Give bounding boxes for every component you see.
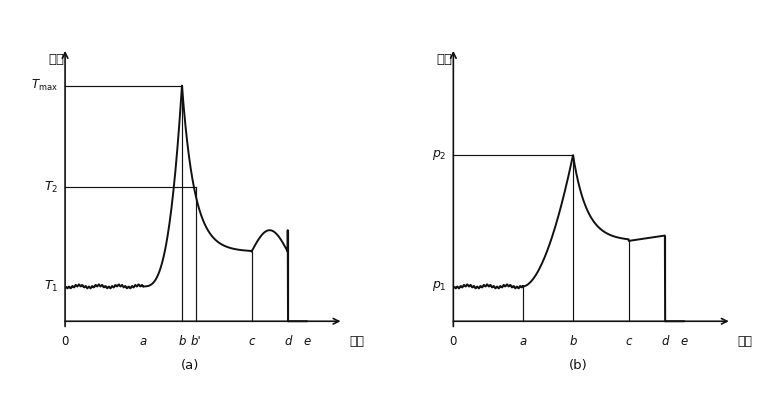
Text: a: a [139,335,147,348]
Text: c: c [249,335,255,348]
Text: 扭矩: 扭矩 [49,54,65,66]
Text: a: a [519,335,527,348]
Text: $p_2$: $p_2$ [432,148,446,162]
Text: $T_1$: $T_1$ [44,279,58,294]
Text: 力値: 力値 [437,54,453,66]
Text: b: b [178,335,185,348]
Text: d: d [661,335,669,348]
Text: $T_2$: $T_2$ [44,180,58,195]
Text: c: c [625,335,632,348]
Text: b: b [569,335,577,348]
Text: e: e [681,335,688,348]
Text: 时间: 时间 [349,335,364,348]
Text: $p_1$: $p_1$ [432,280,446,294]
Text: e: e [303,335,311,348]
Text: 0: 0 [450,335,457,348]
Text: 0: 0 [62,335,68,348]
Text: 时间: 时间 [737,335,752,348]
Text: b': b' [191,335,201,348]
Text: (a): (a) [181,359,199,372]
Text: d: d [284,335,292,348]
Text: $T_{\mathrm{max}}$: $T_{\mathrm{max}}$ [31,78,58,93]
Text: (b): (b) [569,359,588,372]
